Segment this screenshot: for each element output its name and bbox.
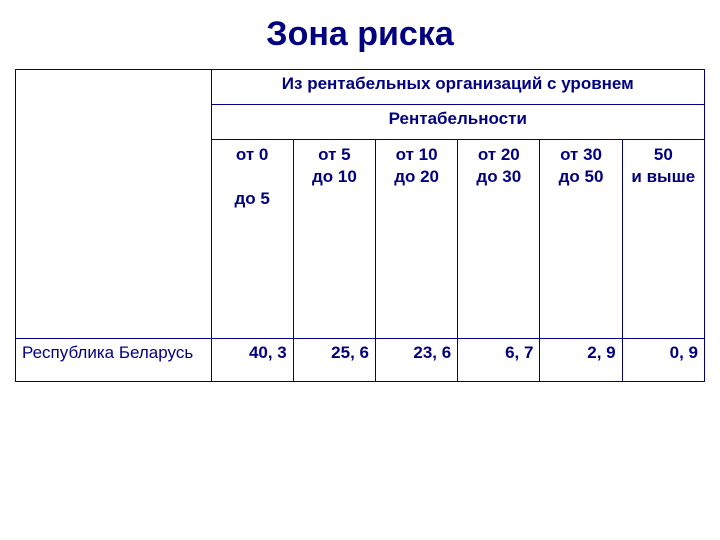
col-head-4: от 30 до 50: [540, 140, 622, 339]
col-head-5: 50 и выше: [622, 140, 704, 339]
cell-4: 2, 9: [540, 339, 622, 382]
cell-2: 23, 6: [375, 339, 457, 382]
corner-cell: [16, 70, 212, 339]
col-head-1: от 5 до 10: [293, 140, 375, 339]
col-head-0: от 0 до 5: [211, 140, 293, 339]
col-head-3: от 20 до 30: [458, 140, 540, 339]
cell-0: 40, 3: [211, 339, 293, 382]
risk-table: Из рентабельных организаций с уровнем Ре…: [15, 69, 705, 382]
table-row: Республика Беларусь 40, 3 25, 6 23, 6 6,…: [16, 339, 705, 382]
header-row-2: Рентабельности: [211, 105, 704, 140]
cell-1: 25, 6: [293, 339, 375, 382]
row-label: Республика Беларусь: [16, 339, 212, 382]
col-head-2: от 10 до 20: [375, 140, 457, 339]
header-row-1: Из рентабельных организаций с уровнем: [211, 70, 704, 105]
page-title: Зона риска: [15, 15, 705, 54]
cell-5: 0, 9: [622, 339, 704, 382]
cell-3: 6, 7: [458, 339, 540, 382]
